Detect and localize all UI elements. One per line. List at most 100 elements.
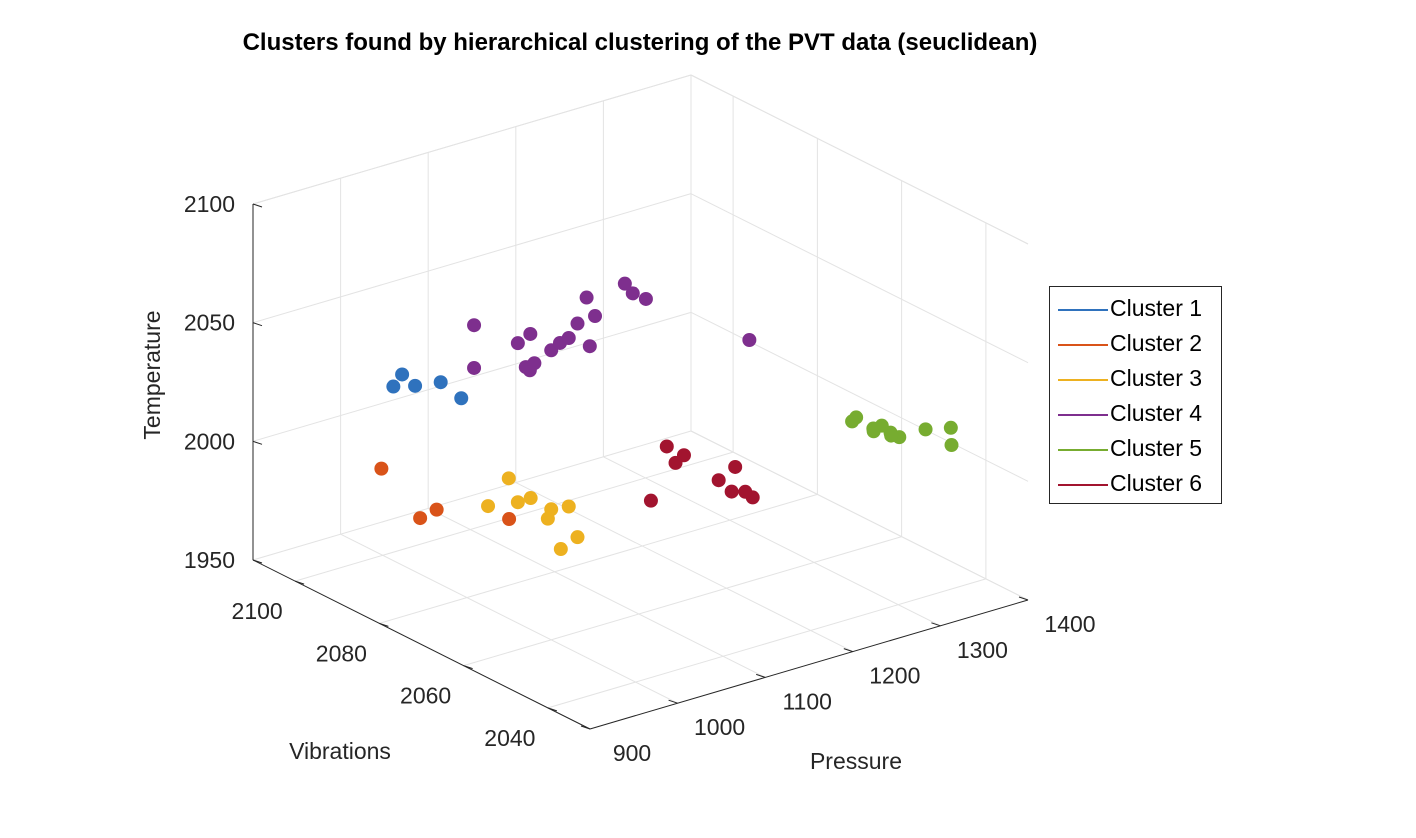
cluster-5-point (866, 424, 881, 439)
x-tick-mark (756, 673, 766, 678)
box-edge (690, 74, 1029, 245)
cluster-3-point (510, 495, 525, 510)
cluster-2-point (429, 502, 444, 517)
tick-labels: 900 1000 1100 1200 1300 1400 2040 2060 2080 2100 1… (184, 191, 1096, 766)
y-tick-mark (463, 665, 473, 670)
y-axis-line (252, 559, 591, 730)
cluster-4-point (625, 286, 640, 301)
floor-grid-line (547, 578, 987, 709)
floor-grid-line (463, 536, 902, 667)
cluster-5-point (918, 422, 933, 437)
cluster-3-point (553, 542, 568, 557)
legend-item-cluster-5[interactable]: Cluster 5 (1050, 432, 1221, 467)
cluster-3-point (561, 499, 576, 514)
legend-item-cluster-2[interactable]: Cluster 2 (1050, 327, 1221, 362)
cluster-5-point (944, 438, 959, 453)
back-wall-grid-line (252, 311, 692, 442)
floor-grid-line (427, 507, 766, 678)
z-tick-mark (252, 322, 263, 327)
right-wall-grid-line (690, 193, 1029, 364)
cluster-4-point (579, 290, 594, 305)
x-tick-mark (1018, 596, 1029, 601)
legend-label: Cluster 3 (1110, 365, 1203, 391)
legend-label: Cluster 6 (1110, 470, 1203, 496)
cluster-4-point (570, 316, 585, 331)
cluster-6-point (659, 439, 674, 454)
legend-label: Cluster 4 (1110, 400, 1203, 426)
z-tick-label: 2100 (184, 191, 235, 217)
legend-item-cluster-3[interactable]: Cluster 3 (1050, 362, 1221, 397)
x-axis-line (589, 599, 1029, 730)
right-wall-grid-line (690, 430, 1029, 601)
cluster-6-point (643, 493, 658, 508)
cluster-4-point (467, 318, 482, 333)
z-tick-label: 1950 (184, 547, 235, 573)
x-tick-label: 1200 (869, 663, 920, 689)
back-wall-grid-line (252, 193, 692, 324)
floor-grid-line (379, 493, 818, 624)
cluster-4-point (523, 326, 538, 341)
box-edge (252, 74, 692, 205)
cluster-2-point (413, 511, 428, 526)
axes (252, 203, 1029, 730)
cluster-6-point (711, 473, 726, 488)
legend-item-cluster-6[interactable]: Cluster 6 (1050, 467, 1221, 502)
cluster-3-point (501, 471, 516, 486)
z-tick-mark (252, 203, 263, 208)
x-tick-mark (931, 622, 941, 627)
legend-label: Cluster 5 (1110, 435, 1203, 461)
cluster-4-point (527, 356, 542, 371)
z-tick-label: 2000 (184, 428, 235, 454)
x-tick-mark (843, 648, 853, 653)
legend-swatch (1058, 344, 1108, 346)
cluster-3-point (540, 511, 555, 526)
legend-item-cluster-4[interactable]: Cluster 4 (1050, 397, 1221, 432)
x-tick-label: 1300 (957, 637, 1008, 663)
cluster-3-point (481, 499, 496, 514)
cluster-4-point (510, 336, 525, 351)
y-tick-mark (547, 707, 558, 712)
cluster-4-point (638, 291, 653, 306)
cluster-1-point (386, 379, 401, 394)
x-tick-mark (668, 699, 678, 704)
cluster-4-point (742, 333, 757, 348)
x-axis-label: Pressure (810, 748, 902, 774)
x-tick-mark (580, 725, 591, 730)
cluster-3-point (523, 491, 538, 506)
y-tick-label: 2100 (232, 598, 283, 624)
z-tick-label: 2050 (184, 310, 235, 336)
cluster-6-point (738, 484, 753, 499)
cluster-4-point (582, 339, 597, 354)
legend[interactable]: Cluster 1 Cluster 2 Cluster 3 Cluster 4 … (1049, 286, 1222, 504)
data-points (374, 276, 959, 557)
x-tick-label: 1400 (1044, 611, 1095, 637)
z-tick-mark (252, 559, 263, 564)
legend-swatch (1058, 484, 1108, 486)
legend-swatch (1058, 414, 1108, 416)
legend-swatch (1058, 309, 1108, 311)
grid-lines (252, 74, 1029, 730)
cluster-5-point (845, 414, 860, 429)
cluster-4-point (588, 309, 603, 324)
chart-title: Clusters found by hierarchical clusterin… (243, 29, 1038, 56)
cluster-3-point (570, 530, 585, 545)
legend-label: Cluster 1 (1110, 295, 1203, 321)
x-tick-label: 1100 (782, 688, 831, 714)
z-tick-mark (252, 440, 263, 445)
y-tick-mark (294, 580, 305, 585)
y-tick-label: 2060 (400, 683, 451, 709)
y-tick-label: 2040 (484, 725, 535, 751)
legend-item-cluster-1[interactable]: Cluster 1 (1050, 292, 1221, 327)
back-wall-grid-line (252, 430, 692, 561)
cluster-1-point (395, 367, 410, 382)
cluster-6-point (668, 455, 683, 470)
y-tick-label: 2080 (316, 640, 367, 666)
z-axis-label: Temperature (139, 310, 165, 439)
x-tick-label: 900 (613, 740, 651, 766)
cluster-4-point (561, 330, 576, 345)
legend-swatch (1058, 449, 1108, 451)
cluster-1-point (433, 375, 448, 390)
y-tick-mark (379, 622, 389, 627)
